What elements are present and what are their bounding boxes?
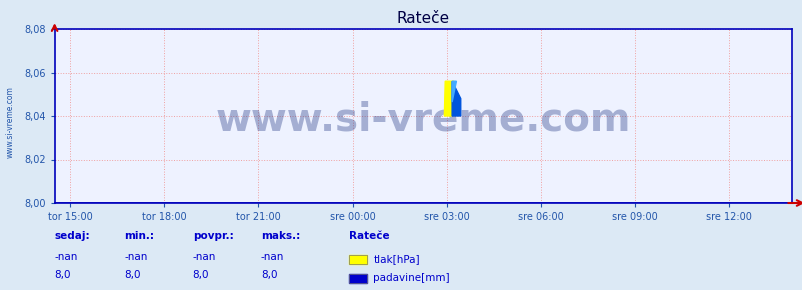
Text: tlak[hPa]: tlak[hPa] <box>373 255 419 264</box>
Text: 8,0: 8,0 <box>261 270 277 280</box>
Text: 8,0: 8,0 <box>55 270 71 280</box>
Text: www.si-vreme.com: www.si-vreme.com <box>215 100 630 139</box>
Polygon shape <box>452 81 460 116</box>
Text: 8,0: 8,0 <box>192 270 209 280</box>
Text: -nan: -nan <box>55 251 78 262</box>
Text: maks.:: maks.: <box>261 231 300 241</box>
Text: -nan: -nan <box>124 251 148 262</box>
Text: -nan: -nan <box>192 251 216 262</box>
Text: www.si-vreme.com: www.si-vreme.com <box>6 86 14 158</box>
Text: min.:: min.: <box>124 231 154 241</box>
Polygon shape <box>444 81 453 116</box>
Polygon shape <box>452 81 456 102</box>
Title: Rateče: Rateče <box>396 11 449 26</box>
Text: Rateče: Rateče <box>349 231 390 241</box>
Text: povpr.:: povpr.: <box>192 231 233 241</box>
Text: padavine[mm]: padavine[mm] <box>373 273 449 283</box>
Text: -nan: -nan <box>261 251 284 262</box>
Text: 8,0: 8,0 <box>124 270 141 280</box>
Text: sedaj:: sedaj: <box>55 231 90 241</box>
